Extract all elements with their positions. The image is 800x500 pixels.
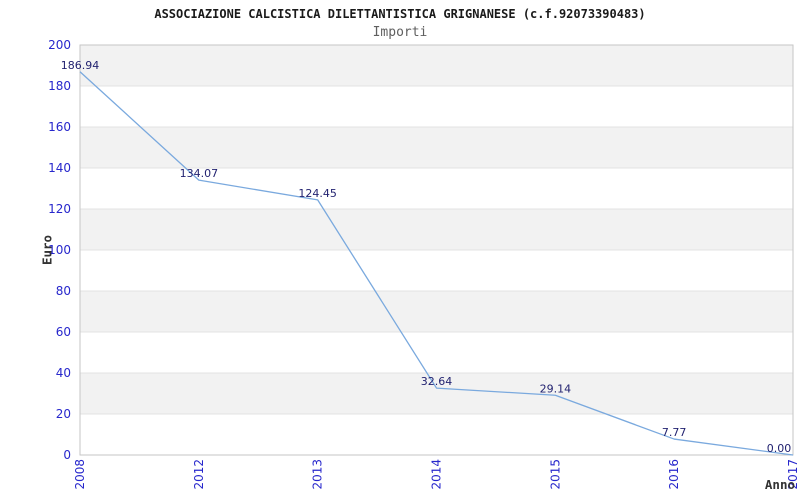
plot-band (80, 291, 793, 332)
data-label: 124.45 (298, 187, 337, 200)
x-tick-label: 2015 (548, 459, 562, 490)
x-tick-label: 2014 (430, 459, 444, 490)
chart-subtitle: Importi (372, 25, 428, 40)
plot-band (80, 127, 793, 168)
y-axis-title: Euro (39, 234, 55, 266)
y-tick-label: 160 (48, 120, 71, 134)
y-tick-label: 40 (56, 366, 71, 380)
plot-area-border (79, 44, 794, 456)
plot-band (80, 45, 793, 86)
x-tick-label: 2013 (311, 459, 325, 490)
chart-title: ASSOCIAZIONE CALCISTICA DILETTANTISTICA … (154, 7, 646, 21)
y-tick-label: 120 (48, 202, 71, 216)
series-line (79, 71, 794, 456)
data-label: 0.00 (767, 442, 792, 455)
y-tick-label: 60 (56, 325, 71, 339)
y-tick-label: 20 (56, 407, 71, 421)
y-tick-label: 200 (48, 38, 71, 52)
y-tick-label: 140 (48, 161, 71, 175)
data-label: 7.77 (662, 426, 687, 439)
plot-band (80, 373, 793, 414)
plot-band (80, 209, 793, 250)
data-label: 29.14 (540, 382, 572, 395)
y-tick-label: 80 (56, 284, 71, 298)
y-tick-label: 180 (48, 79, 71, 93)
data-label: 186.94 (61, 59, 100, 72)
x-axis-title: Anno (764, 477, 795, 492)
data-label: 32.64 (421, 375, 453, 388)
x-tick-label: 2008 (73, 459, 87, 490)
data-label: 134.07 (180, 167, 219, 180)
y-tick-label: 0 (63, 448, 71, 462)
x-tick-label: 2012 (192, 459, 206, 490)
y-tick-label: 100 (48, 243, 71, 257)
x-tick-label: 2017 (786, 459, 800, 490)
x-tick-label: 2016 (667, 459, 681, 490)
